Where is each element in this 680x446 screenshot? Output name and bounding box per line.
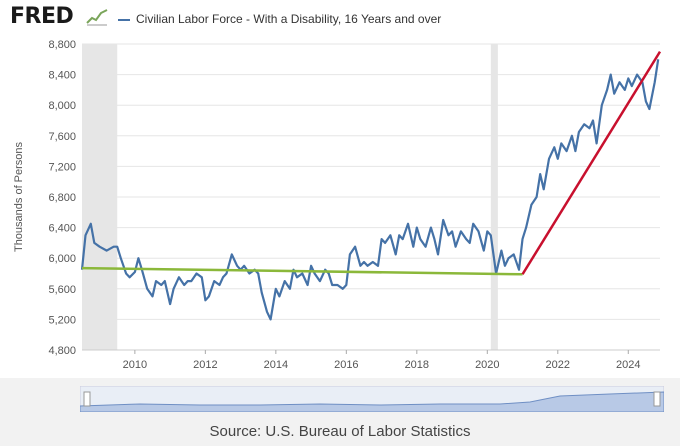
- legend-label: Civilian Labor Force - With a Disability…: [136, 12, 442, 26]
- x-tick-label: 2024: [616, 359, 640, 371]
- y-tick-label: 5,200: [48, 314, 76, 326]
- trend-layer: [81, 50, 662, 276]
- source-note: Source: U.S. Bureau of Labor Statistics: [209, 423, 471, 440]
- y-tick-label: 7,600: [48, 131, 76, 143]
- navigator-right-handle[interactable]: [653, 391, 661, 407]
- legend-swatch: [118, 18, 130, 21]
- series-layer: [80, 59, 660, 321]
- x-tick-label: 2020: [475, 359, 499, 371]
- fred-logo[interactable]: FRED: [10, 4, 74, 29]
- y-tick-label: 4,800: [48, 345, 76, 357]
- recession-band: [82, 44, 118, 350]
- x-tick-label: 2010: [123, 359, 147, 371]
- recession-band: [490, 44, 498, 350]
- recession-layer: [82, 44, 498, 350]
- line-chart[interactable]: 4,800 5,200 5,600 6,000 6,400 6,800 7,200 7,600…: [0, 36, 680, 378]
- chart-header: FRED Civilian Labor Force - With a Disab…: [0, 0, 680, 37]
- y-tick-label: 8,400: [48, 70, 76, 82]
- x-axis: 2010 2012 2014 2016 2018 2020 2022 2024: [82, 349, 660, 371]
- x-tick-label: 2016: [334, 359, 358, 371]
- series-line[interactable]: [80, 59, 660, 321]
- y-axis: 4,800 5,200 5,600 6,000 6,400 6,800 7,200 7,600…: [48, 39, 76, 357]
- plot-area-wrapper: 4,800 5,200 5,600 6,000 6,400 6,800 7,200 7,600…: [0, 36, 680, 378]
- y-tick-label: 8,000: [48, 100, 76, 112]
- x-tick-label: 2018: [405, 359, 429, 371]
- y-tick-label: 5,600: [48, 284, 76, 296]
- y-tick-label: 6,000: [48, 253, 76, 265]
- grid-layer: [82, 43, 660, 351]
- line-chart-icon: [86, 8, 108, 26]
- chart-legend: Civilian Labor Force - With a Disability…: [118, 12, 441, 26]
- trend-line: [81, 266, 523, 276]
- y-tick-label: 6,800: [48, 192, 76, 204]
- y-tick-label: 7,200: [48, 161, 76, 173]
- x-tick-label: 2022: [546, 359, 570, 371]
- y-tick-label: 8,800: [48, 39, 76, 51]
- x-tick-label: 2012: [193, 359, 217, 371]
- navigator-left-handle[interactable]: [83, 391, 91, 407]
- trend-line: [521, 50, 662, 275]
- x-tick-label: 2014: [264, 359, 288, 371]
- y-axis-label: Thousands of Persons: [13, 141, 25, 252]
- range-navigator[interactable]: [80, 386, 664, 412]
- y-tick-label: 6,400: [48, 223, 76, 235]
